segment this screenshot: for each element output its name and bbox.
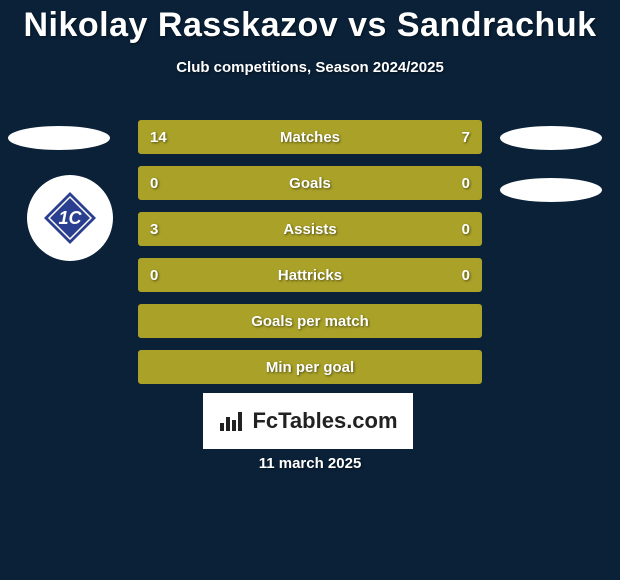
stat-row-hattricks: 0 Hattricks 0	[138, 258, 482, 292]
club-crest-icon: 1C	[40, 188, 100, 248]
stat-label: Assists	[140, 221, 480, 238]
player-left-club-badge: 1C	[27, 175, 113, 261]
player-right-placeholder-1	[500, 126, 602, 150]
player-right-placeholder-2	[500, 178, 602, 202]
logo-text: FcTables.com	[252, 408, 397, 434]
chart-bars-icon	[218, 407, 246, 435]
page-title: Nikolay Rasskazov vs Sandrachuk	[0, 0, 620, 45]
stat-right-value: 7	[462, 129, 470, 146]
stat-label: Goals	[140, 175, 480, 192]
stat-label: Matches	[140, 129, 480, 146]
stat-row-goals: 0 Goals 0	[138, 166, 482, 200]
svg-text:1C: 1C	[58, 208, 82, 228]
stat-label: Hattricks	[140, 267, 480, 284]
stat-row-goals-per-match: Goals per match	[138, 304, 482, 338]
stat-row-min-per-goal: Min per goal	[138, 350, 482, 384]
fctables-logo: FcTables.com	[203, 393, 413, 449]
stat-row-matches: 14 Matches 7	[138, 120, 482, 154]
generation-date: 11 march 2025	[0, 455, 620, 472]
stat-right-value: 0	[462, 221, 470, 238]
stat-label: Min per goal	[266, 359, 354, 376]
stats-panel: 14 Matches 7 0 Goals 0 3 Assists 0 0 Hat…	[138, 120, 482, 396]
stat-label: Goals per match	[251, 313, 369, 330]
stat-row-assists: 3 Assists 0	[138, 212, 482, 246]
stat-right-value: 0	[462, 175, 470, 192]
page-subtitle: Club competitions, Season 2024/2025	[0, 59, 620, 76]
player-left-placeholder-1	[8, 126, 110, 150]
stat-right-value: 0	[462, 267, 470, 284]
